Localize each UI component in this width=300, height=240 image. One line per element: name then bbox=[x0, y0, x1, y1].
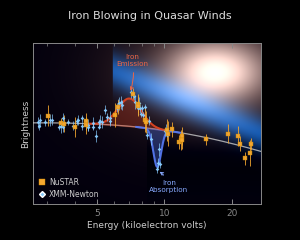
Point bbox=[73, 125, 78, 129]
Point bbox=[85, 125, 90, 129]
Point bbox=[50, 118, 55, 122]
Point bbox=[242, 156, 247, 160]
Point bbox=[86, 123, 91, 126]
Point bbox=[129, 90, 134, 94]
Point bbox=[108, 120, 112, 123]
Text: Iron
Emission: Iron Emission bbox=[116, 54, 148, 90]
Point bbox=[98, 119, 103, 123]
Point bbox=[162, 129, 167, 133]
Point bbox=[133, 100, 138, 104]
X-axis label: Energy (kiloelectron volts): Energy (kiloelectron volts) bbox=[87, 221, 207, 230]
Point bbox=[80, 116, 85, 120]
Point bbox=[105, 115, 110, 119]
Point bbox=[143, 118, 148, 121]
Point bbox=[138, 107, 142, 110]
Point bbox=[94, 134, 98, 138]
Y-axis label: Brightness: Brightness bbox=[21, 99, 30, 148]
Point bbox=[120, 103, 124, 107]
Point bbox=[131, 92, 136, 96]
Point bbox=[97, 120, 101, 124]
Point bbox=[136, 106, 140, 110]
Point bbox=[149, 137, 154, 141]
Point bbox=[204, 138, 209, 141]
Point bbox=[108, 116, 113, 120]
Point bbox=[147, 119, 152, 122]
Point bbox=[136, 102, 140, 106]
Point bbox=[116, 105, 120, 109]
Point bbox=[154, 167, 159, 171]
Point bbox=[248, 151, 253, 155]
Point bbox=[238, 142, 243, 146]
Point bbox=[140, 107, 145, 110]
Point bbox=[136, 104, 141, 108]
Legend: NuSTAR, XMM-Newton: NuSTAR, XMM-Newton bbox=[37, 176, 101, 200]
Point bbox=[100, 120, 105, 124]
Point bbox=[83, 120, 88, 123]
Point bbox=[236, 134, 241, 138]
Point bbox=[47, 118, 52, 122]
Point bbox=[116, 104, 120, 108]
Text: Iron
Absorption: Iron Absorption bbox=[149, 172, 189, 193]
Point bbox=[164, 133, 169, 137]
Point bbox=[145, 133, 150, 137]
Point bbox=[164, 127, 168, 131]
Point bbox=[103, 108, 107, 112]
Point bbox=[96, 125, 101, 129]
Point bbox=[132, 94, 137, 98]
Point bbox=[36, 120, 41, 124]
Point bbox=[164, 129, 168, 133]
Point bbox=[166, 132, 170, 136]
Point bbox=[66, 120, 70, 124]
Point bbox=[43, 120, 48, 124]
Point bbox=[143, 120, 148, 124]
Point bbox=[157, 162, 162, 166]
Point bbox=[90, 121, 95, 125]
Point bbox=[226, 132, 230, 135]
Point bbox=[141, 113, 146, 117]
Point bbox=[136, 101, 141, 105]
Point bbox=[91, 125, 96, 129]
Point bbox=[56, 125, 61, 129]
Point bbox=[112, 113, 117, 117]
Point bbox=[164, 128, 169, 132]
Point bbox=[84, 123, 88, 127]
Point bbox=[37, 124, 42, 128]
Point bbox=[75, 120, 80, 123]
Point bbox=[170, 127, 175, 131]
Point bbox=[155, 161, 160, 165]
Point bbox=[157, 148, 161, 151]
Point bbox=[59, 121, 64, 125]
Point bbox=[61, 125, 66, 129]
Point bbox=[75, 118, 80, 122]
Point bbox=[46, 114, 51, 118]
Point bbox=[86, 125, 91, 129]
Point bbox=[71, 124, 76, 128]
Point bbox=[249, 142, 254, 146]
Point bbox=[138, 112, 143, 116]
Point bbox=[178, 138, 183, 142]
Point bbox=[179, 134, 184, 138]
Point bbox=[117, 101, 122, 105]
Point bbox=[143, 105, 148, 109]
Text: Iron Blowing in Quasar Winds: Iron Blowing in Quasar Winds bbox=[68, 11, 232, 21]
Point bbox=[79, 124, 84, 128]
Point bbox=[61, 122, 66, 126]
Point bbox=[115, 106, 120, 109]
Point bbox=[177, 140, 182, 144]
Point bbox=[60, 116, 65, 120]
Point bbox=[38, 119, 42, 122]
Point bbox=[58, 124, 63, 128]
Point bbox=[180, 138, 184, 142]
Point bbox=[118, 100, 123, 104]
